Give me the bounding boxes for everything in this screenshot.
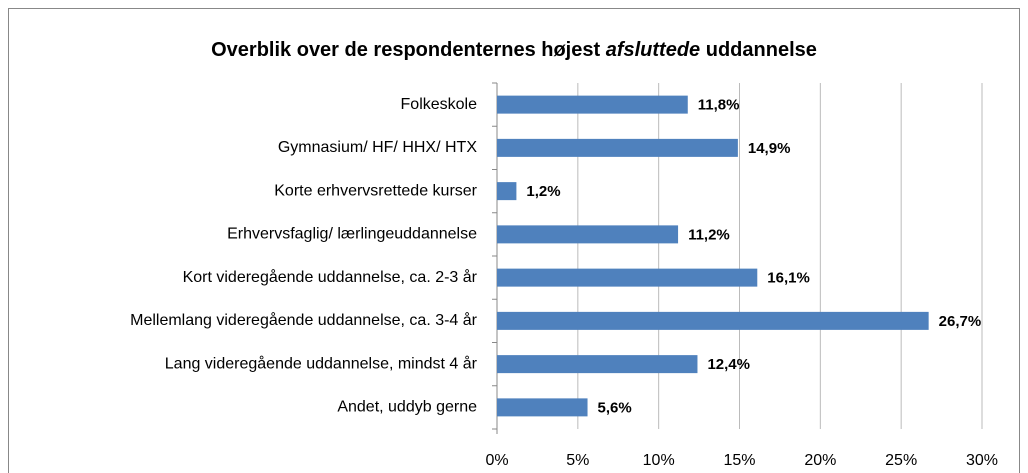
value-label: 16,1% — [767, 270, 810, 287]
bar — [497, 355, 698, 374]
chart-title: Overblik over de respondenternes højest … — [211, 39, 817, 61]
value-label: 14,9% — [748, 140, 791, 157]
bar — [497, 311, 929, 330]
bar — [497, 95, 688, 114]
y-tick-label: Gymnasium/ HF/ HHX/ HTX — [278, 139, 477, 156]
bar — [497, 182, 517, 201]
value-label: 12,4% — [707, 356, 750, 373]
bar — [497, 138, 738, 157]
x-tick-label: 30% — [966, 452, 998, 469]
value-label: 11,8% — [698, 97, 740, 114]
value-label: 26,7% — [939, 313, 982, 330]
y-tick-label: Folkeskole — [401, 96, 478, 113]
x-tick-label: 20% — [804, 452, 836, 469]
bar — [497, 225, 679, 244]
y-tick-label: Mellemlang videregående uddannelse, ca. … — [130, 311, 478, 329]
value-label: 5,6% — [598, 399, 632, 416]
x-tick-label: 15% — [723, 452, 755, 469]
y-tick-label: Kort videregående uddannelse, ca. 2-3 år — [183, 268, 478, 286]
y-tick-label: Erhvervsfaglig/ lærlingeuddannelse — [227, 226, 477, 243]
y-tick-label: Lang videregående uddannelse, mindst 4 å… — [165, 354, 478, 372]
value-label: 11,2% — [688, 226, 730, 243]
value-label: 1,2% — [526, 183, 560, 200]
x-tick-label: 0% — [485, 452, 508, 469]
y-tick-label: Korte erhvervsrettede kurser — [274, 182, 477, 199]
x-tick-label: 5% — [566, 452, 589, 469]
y-tick-label: Andet, uddyb gerne — [337, 399, 477, 416]
title-part: uddannelse — [706, 39, 817, 61]
bar — [497, 398, 588, 417]
x-tick-label: 25% — [885, 452, 917, 469]
title-part: Overblik over de respondenternes højest — [211, 39, 600, 61]
bar — [497, 268, 758, 287]
x-tick-label: 10% — [643, 452, 675, 469]
title-emphasis: afsluttede — [606, 39, 700, 61]
